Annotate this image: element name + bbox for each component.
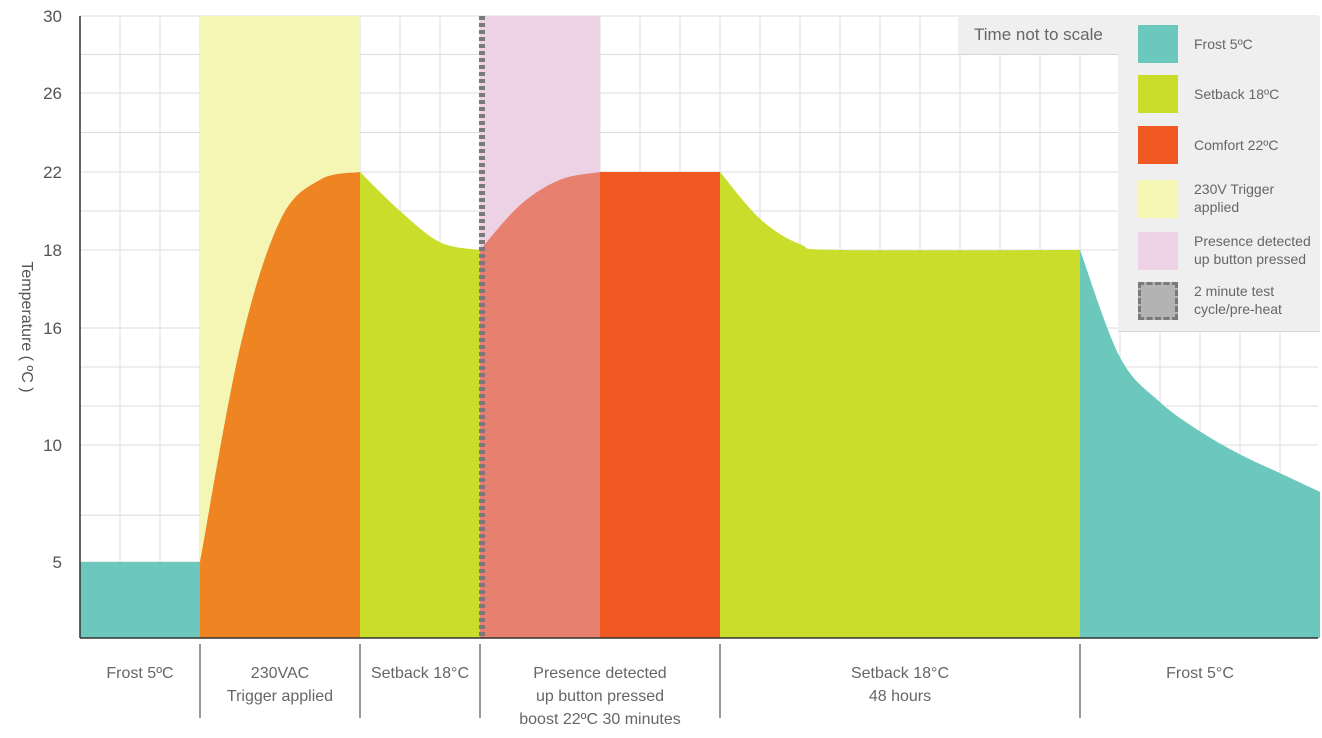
legend-item-presence: Presence detected up button pressed — [1138, 232, 1318, 272]
legend-item-test-cycle: 2 minute test cycle/pre-heat — [1138, 282, 1318, 322]
legend-swatch-presence — [1138, 232, 1178, 270]
y-tick-label: 18 — [43, 241, 62, 260]
area-comfort-4 — [600, 172, 720, 638]
y-tick-label: 10 — [43, 436, 62, 455]
y-tick-label: 30 — [43, 7, 62, 26]
area-setback-5 — [720, 172, 1080, 638]
legend-label-setback: Setback 18ºC — [1194, 86, 1280, 102]
phase-label: up button pressed — [536, 688, 664, 705]
phase-label: 48 hours — [869, 688, 931, 705]
legend-swatch-comfort — [1138, 126, 1178, 164]
legend-label-comfort: Comfort 22ºC — [1194, 137, 1279, 153]
y-tick-label: 5 — [53, 553, 62, 572]
legend-item-frost: Frost 5ºC — [1138, 25, 1318, 65]
legend: Frost 5ºC Setback 18ºC Comfort 22ºC 230V… — [1118, 16, 1320, 332]
phase-label: Setback 18°C — [851, 665, 949, 682]
legend-item-comfort: Comfort 22ºC — [1138, 126, 1318, 166]
phase-label: Setback 18°C — [371, 665, 469, 682]
phase-label: Frost 5ºC — [106, 665, 173, 682]
time-note-label: Time not to scale — [974, 25, 1103, 44]
legend-item-setback: Setback 18ºC — [1138, 75, 1318, 115]
phase-label: 230VAC — [251, 665, 309, 682]
area-setback-2 — [360, 172, 480, 638]
phase-label: Frost 5°C — [1166, 665, 1234, 682]
legend-swatch-test-cycle — [1138, 282, 1178, 320]
legend-label-trigger: 230V Trigger applied — [1194, 181, 1275, 215]
phase-label: Presence detected — [533, 665, 666, 682]
legend-label-test-cycle: 2 minute test cycle/pre-heat — [1194, 283, 1282, 317]
area-frost-6 — [1080, 250, 1320, 638]
y-tick-label: 26 — [43, 84, 62, 103]
area-preheat-1 — [200, 172, 360, 638]
y-tick-label: 16 — [43, 319, 62, 338]
phase-label: Trigger applied — [227, 688, 333, 705]
area-boost-3 — [480, 172, 600, 638]
legend-item-trigger: 230V Trigger applied — [1138, 180, 1318, 220]
legend-swatch-trigger — [1138, 180, 1178, 218]
legend-swatch-frost — [1138, 25, 1178, 63]
phase-label: boost 22ºC 30 minutes — [519, 711, 681, 728]
y-tick-label: 22 — [43, 163, 62, 182]
area-frost-0 — [80, 562, 200, 638]
legend-label-frost: Frost 5ºC — [1194, 36, 1253, 52]
legend-swatch-setback — [1138, 75, 1178, 113]
y-axis-title: Temperature ( ºC ) — [18, 261, 35, 392]
time-note-box: Time not to scale — [958, 16, 1118, 55]
legend-label-presence: Presence detected up button pressed — [1194, 233, 1311, 267]
